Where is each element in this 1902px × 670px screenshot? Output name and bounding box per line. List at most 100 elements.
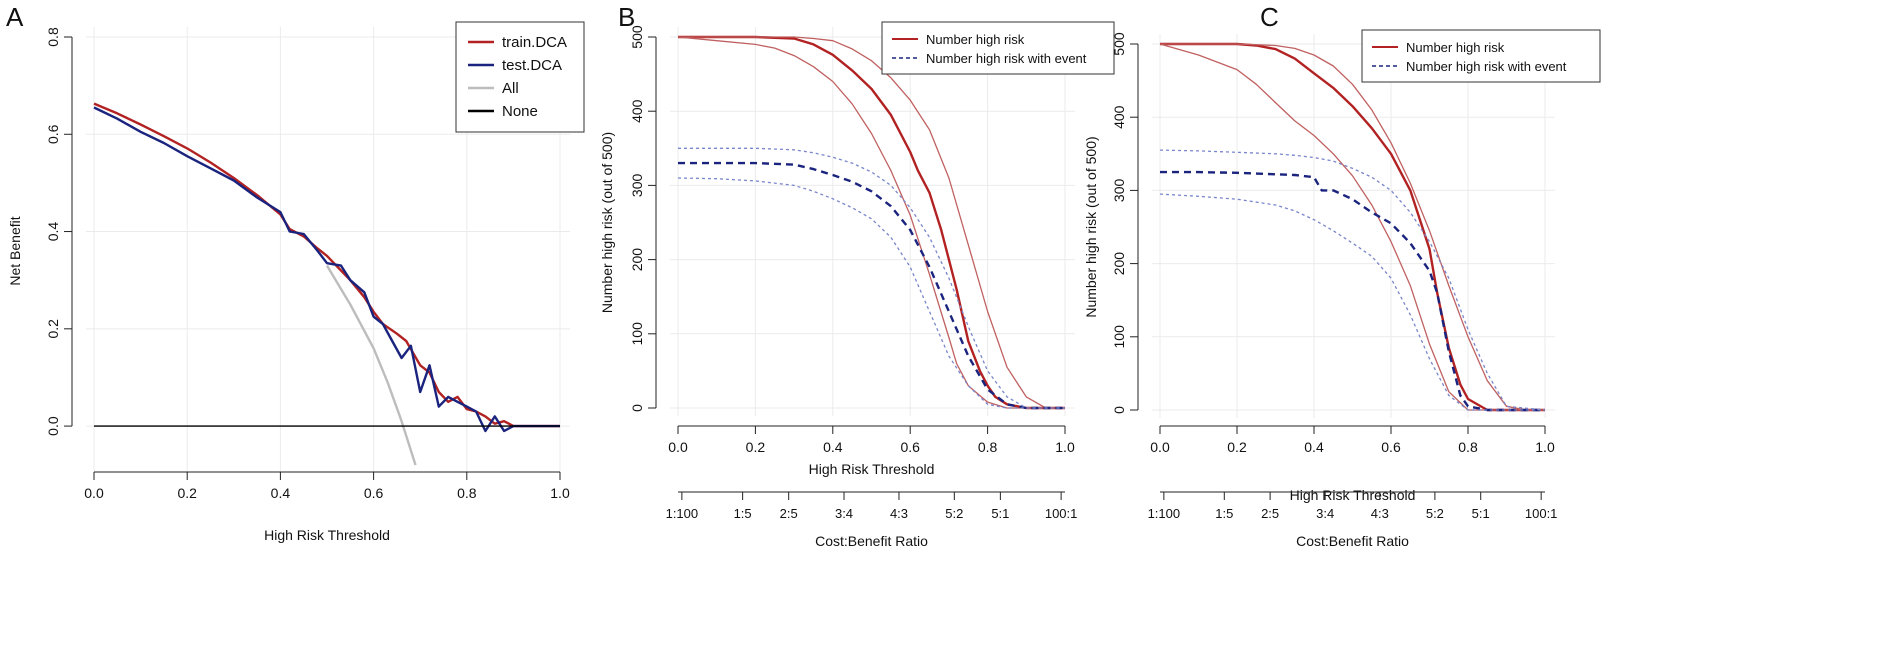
- legend-box: [1361, 29, 1601, 83]
- y-axis: 0 100 200 300 400 500 Number high risk (out of…: [1083, 32, 1139, 414]
- series-line-number-high-risk-with-event-lower: [677, 177, 1065, 409]
- panel-b-letter: B: [618, 2, 635, 32]
- x2-tick-label: 1:100: [1148, 506, 1181, 521]
- legend-label: None: [502, 103, 538, 120]
- y-tick-label: 500: [629, 25, 645, 49]
- x-tick-label: 0.6: [364, 485, 384, 501]
- y-axis: 0 100 200 300 400 500 Number high risk (out of…: [599, 25, 657, 412]
- series-line-number-high-risk-lower: [1159, 43, 1545, 411]
- x2-tick-label: 3:4: [835, 506, 853, 521]
- x2-tick-label: 5:2: [1426, 506, 1444, 521]
- x2-axis-title: Cost:Benefit Ratio: [1296, 533, 1409, 549]
- y-tick-label: 200: [1111, 252, 1127, 276]
- y-tick-label: 0.6: [45, 124, 61, 144]
- x-tick-label: 0.6: [1381, 439, 1401, 455]
- x2-tick-label: 100:1: [1045, 506, 1078, 521]
- x2-tick-label: 5:1: [1472, 506, 1490, 521]
- x-axis: 0.0 0.2 0.4 0.6 0.8 1.0 High Risk Threshold: [84, 471, 570, 543]
- x-tick-label: 0.8: [457, 485, 477, 501]
- y-tick-label: 400: [629, 99, 645, 123]
- series-line-number-high-risk-lower: [677, 36, 1065, 409]
- x2-tick-label: 2:5: [780, 506, 798, 521]
- y-tick-label: 100: [1111, 325, 1127, 349]
- y-tick-label: 0: [1111, 406, 1127, 414]
- series-line-test-dca: [93, 106, 560, 433]
- y-tick-label: 0: [629, 404, 645, 412]
- panel-c: C 0 100 200 300 400 500 Number high risk (out …: [1083, 2, 1601, 549]
- legend-label: Number high risk: [1406, 40, 1505, 55]
- cost-benefit-axis: 1:100 1:5 2:5 3:4 4:3 5:2 5:1 100:1 Cost:Benefit…: [1148, 491, 1558, 549]
- x-tick-label: 1.0: [550, 485, 570, 501]
- x2-tick-label: 4:3: [890, 506, 908, 521]
- y-axis-title: Net Benefit: [7, 216, 23, 285]
- x2-tick-label: 5:2: [945, 506, 963, 521]
- grid: [670, 27, 1075, 416]
- x2-tick-label: 1:5: [734, 506, 752, 521]
- x-tick-label: 1.0: [1055, 439, 1075, 455]
- legend-label: test.DCA: [502, 57, 562, 74]
- x-tick-label: 0.2: [177, 485, 197, 501]
- legend-label: Number high risk: [926, 32, 1025, 47]
- x2-tick-label: 3:4: [1316, 506, 1334, 521]
- x-tick-label: 0.2: [1227, 439, 1247, 455]
- series-line-number-high-risk: [678, 35, 1065, 410]
- series-line-number-high-risk: [1160, 42, 1545, 412]
- grid: [1152, 34, 1555, 418]
- x-axis: 0.0 0.2 0.4 0.6 0.8 1.0 High Risk Threshold: [1150, 425, 1555, 503]
- y-axis-title: Number high risk (out of 500): [1083, 136, 1099, 317]
- y-tick-label: 100: [629, 322, 645, 346]
- series-line-all: [325, 264, 417, 466]
- panel-b: B 0 100 200 300 400 500 Number high risk (out …: [599, 2, 1115, 549]
- y-tick-label: 400: [1111, 105, 1127, 129]
- y-tick-label: 500: [1111, 32, 1127, 56]
- series-group: [1159, 42, 1546, 412]
- x2-tick-label: 4:3: [1371, 506, 1389, 521]
- x-tick-label: 0.2: [746, 439, 766, 455]
- y-tick-label: 300: [1111, 179, 1127, 203]
- x-tick-label: 1.0: [1535, 439, 1555, 455]
- x-tick-label: 0.8: [978, 439, 998, 455]
- x-tick-label: 0.4: [1304, 439, 1324, 455]
- series-line-number-high-risk-upper: [1160, 43, 1545, 411]
- legend: Number high risk Number high risk with ev…: [1361, 29, 1601, 83]
- legend-label: All: [502, 80, 519, 97]
- x2-axis-title: Cost:Benefit Ratio: [815, 533, 928, 549]
- panel-a-letter: A: [6, 2, 24, 32]
- x2-tick-label: 1:5: [1215, 506, 1233, 521]
- x-axis-title: High Risk Threshold: [264, 527, 390, 543]
- legend: train.DCA test.DCA All None: [455, 21, 585, 133]
- series-line-number-high-risk-upper: [678, 36, 1065, 409]
- series-line-number-high-risk-with-event-upper: [678, 147, 1065, 409]
- x2-tick-label: 2:5: [1261, 506, 1279, 521]
- x2-tick-label: 1:100: [666, 506, 699, 521]
- y-tick-label: 200: [629, 248, 645, 272]
- series-line-number-high-risk-with-event: [1160, 170, 1545, 412]
- series-line-train-dca: [93, 102, 560, 428]
- x-axis: 0.0 0.2 0.4 0.6 0.8 1.0 High Risk Threshold: [668, 425, 1075, 477]
- y-tick-label: 300: [629, 174, 645, 198]
- y-axis-title: Number high risk (out of 500): [599, 132, 615, 313]
- series-line-number-high-risk-with-event-upper: [1159, 149, 1546, 411]
- panel-c-letter: C: [1260, 2, 1279, 32]
- y-tick-label: 0.2: [45, 319, 61, 339]
- series-line-number-high-risk-with-event-lower: [1159, 193, 1545, 411]
- legend: Number high risk Number high risk with ev…: [881, 21, 1115, 75]
- series-group: [93, 102, 560, 466]
- y-tick-label: 0.4: [45, 222, 61, 242]
- legend-box: [881, 21, 1115, 75]
- series-line-number-high-risk-with-event: [678, 161, 1065, 410]
- legend-label: Number high risk with event: [926, 51, 1087, 66]
- legend-label: Number high risk with event: [1406, 59, 1567, 74]
- x-axis-title: High Risk Threshold: [809, 461, 935, 477]
- x-tick-label: 0.6: [900, 439, 920, 455]
- legend-label: train.DCA: [502, 34, 567, 51]
- y-axis: 0.0 0.2 0.4 0.6 0.8 Net Benefit: [7, 27, 73, 436]
- x2-tick-label: 100:1: [1525, 506, 1558, 521]
- y-tick-label: 0.8: [45, 27, 61, 47]
- x-tick-label: 0.0: [1150, 439, 1170, 455]
- cost-benefit-axis: 1:100 1:5 2:5 3:4 4:3 5:2 5:1 100:1 Cost:Benefit…: [666, 491, 1078, 549]
- x-tick-label: 0.0: [84, 485, 104, 501]
- x-axis-title: High Risk Threshold: [1290, 487, 1416, 503]
- x2-tick-label: 5:1: [991, 506, 1009, 521]
